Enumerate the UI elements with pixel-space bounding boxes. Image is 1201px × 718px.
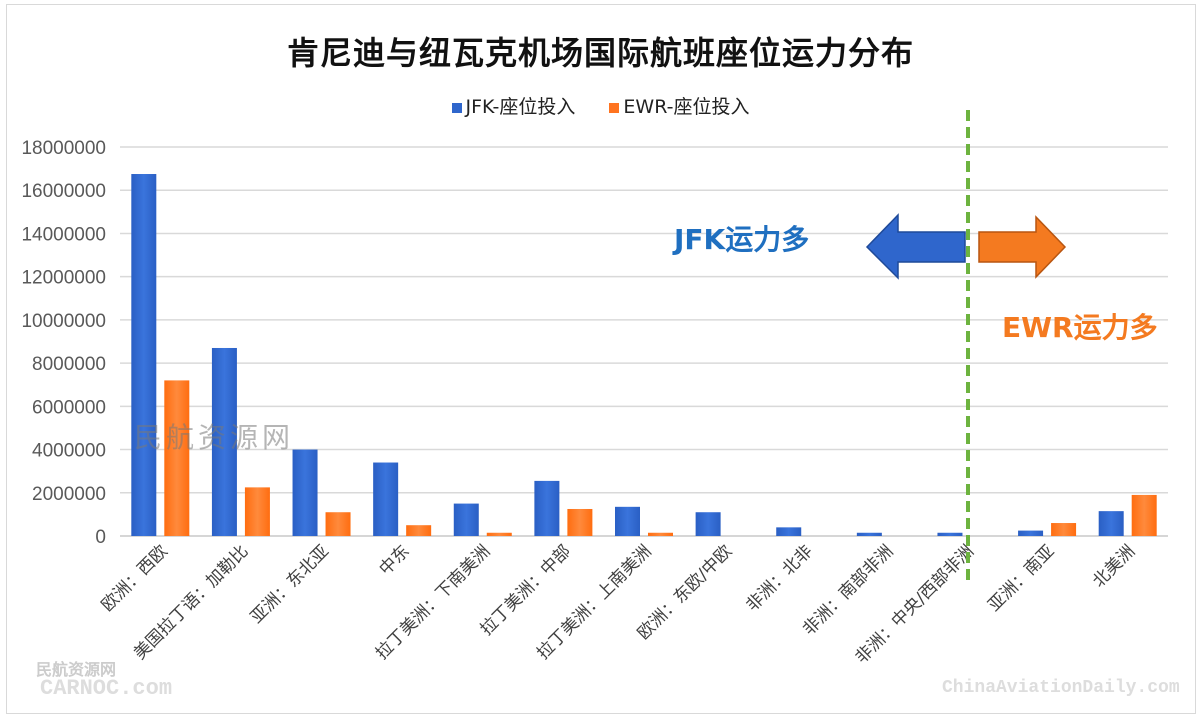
arrow-left-icon xyxy=(865,213,966,280)
y-tick-label: 12000000 xyxy=(21,268,106,289)
bar-ewr xyxy=(406,525,432,536)
bar-jfk xyxy=(856,532,882,536)
chart-legend: JFK-座位投入 EWR-座位投入 xyxy=(0,92,1201,119)
bar-ewr xyxy=(164,380,190,536)
bar-jfk xyxy=(453,503,479,536)
bar-jfk xyxy=(695,512,721,536)
bar-jfk xyxy=(1098,511,1124,536)
y-tick-label: 4000000 xyxy=(32,441,106,462)
y-tick-label: 10000000 xyxy=(21,311,106,332)
y-tick-label: 8000000 xyxy=(32,354,106,375)
bar-jfk xyxy=(292,449,318,536)
legend-item-jfk: JFK-座位投入 xyxy=(451,92,575,119)
bar-ewr xyxy=(244,487,270,536)
x-category-label: 欧洲：西欧 xyxy=(98,541,172,615)
annotation-ewr-more: EWR运力多 xyxy=(1002,311,1158,344)
bar-jfk xyxy=(776,527,802,536)
watermark-bottom-left-cn: 民航资源网 xyxy=(36,662,117,680)
bar-ewr xyxy=(567,508,593,536)
legend-swatch-jfk xyxy=(451,102,462,113)
bar-jfk xyxy=(211,347,237,536)
bar-ewr xyxy=(1131,494,1157,536)
annotation-jfk-more: JFK运力多 xyxy=(674,223,810,256)
y-tick-label: 18000000 xyxy=(21,138,106,159)
x-category-label: 非洲：北非 xyxy=(743,541,817,615)
bar-jfk xyxy=(615,506,640,536)
arrow-right-icon xyxy=(978,215,1067,279)
bar-ewr xyxy=(1051,523,1077,536)
bar-ewr xyxy=(325,512,351,536)
bar-jfk xyxy=(937,532,963,536)
bar-ewr xyxy=(648,532,673,536)
bar-jfk xyxy=(131,174,157,536)
x-category-label: 中东 xyxy=(376,541,414,579)
y-tick-label: 16000000 xyxy=(21,181,106,202)
bar-jfk xyxy=(373,462,399,536)
watermark-bottom-left-en: CARNOC.com xyxy=(40,676,173,701)
y-tick-label: 6000000 xyxy=(32,397,106,418)
legend-item-ewr: EWR-座位投入 xyxy=(609,92,750,119)
y-tick-label: 2000000 xyxy=(32,484,106,505)
x-category-label: 亚洲：南亚 xyxy=(984,541,1058,615)
bar-jfk xyxy=(534,480,560,536)
bar-ewr xyxy=(486,532,512,536)
y-tick-label: 14000000 xyxy=(21,224,106,245)
y-tick-label: 0 xyxy=(95,527,106,548)
chart-frame xyxy=(6,4,1196,714)
watermark-bottom-right: ChinaAviationDaily.com xyxy=(942,678,1180,698)
legend-swatch-ewr xyxy=(609,102,620,113)
bar-jfk xyxy=(1018,530,1044,536)
watermark-center: 民航资源网 xyxy=(134,421,295,454)
x-category-label: 北美洲 xyxy=(1089,541,1139,591)
chart-title: 肯尼迪与纽瓦克机场国际航班座位运力分布 xyxy=(286,34,914,72)
x-category-label: 亚洲：东北亚 xyxy=(247,541,333,627)
